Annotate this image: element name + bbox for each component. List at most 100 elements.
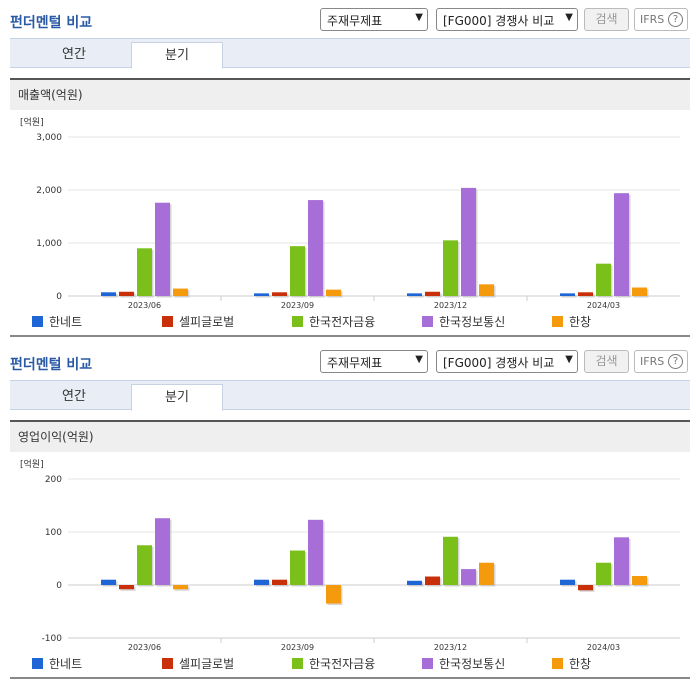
legend-item[interactable]: 셀피글로벌 <box>162 655 234 672</box>
bar <box>101 292 116 296</box>
bar <box>578 585 593 591</box>
bar <box>407 580 422 585</box>
period-tabs: 연간 분기 <box>10 38 690 69</box>
tab-quarterly[interactable]: 분기 <box>131 384 223 411</box>
bar <box>254 579 269 585</box>
legend-item[interactable]: 한국정보통신 <box>422 655 505 672</box>
statement-type-value: 주재무제표 <box>327 356 383 370</box>
bar <box>596 263 611 296</box>
bar <box>578 292 593 296</box>
bar <box>290 246 305 296</box>
legend-item[interactable]: 한네트 <box>32 313 82 330</box>
legend-swatch <box>162 658 173 669</box>
bar <box>560 293 575 296</box>
y-tick-label: 0 <box>56 581 62 591</box>
chart-legend: 한네트 셀피글로벌 한국전자금융 한국정보통신 한창 <box>0 652 696 672</box>
legend-label: 셀피글로벌 <box>179 315 235 329</box>
bar <box>119 291 134 296</box>
chevron-down-icon: ▼ <box>565 354 573 365</box>
legend-swatch <box>32 316 43 327</box>
bar-shadow <box>561 294 577 298</box>
statement-type-select[interactable]: 주재무제표 ▼ <box>320 8 428 31</box>
tab-annual[interactable]: 연간 <box>62 389 86 404</box>
legend-swatch <box>292 316 303 327</box>
legend-item[interactable]: 한국전자금융 <box>292 313 375 330</box>
y-tick-label: 100 <box>45 528 62 538</box>
legend-item[interactable]: 한창 <box>552 655 591 672</box>
y-tick-label: -100 <box>42 634 63 644</box>
x-tick-label: 2023/12 <box>434 643 467 652</box>
peer-group-select[interactable]: [FG000] 경쟁사 비교 ▼ <box>436 350 578 373</box>
bar <box>137 248 152 296</box>
legend-label: 한창 <box>569 315 592 329</box>
x-tick-label: 2024/03 <box>587 643 620 652</box>
bar <box>461 187 476 296</box>
help-icon[interactable]: ? <box>668 354 683 369</box>
bar <box>443 536 458 585</box>
statement-type-value: 주재무제표 <box>327 14 383 28</box>
legend-label: 한창 <box>569 657 592 671</box>
ifrs-button[interactable]: IFRS? <box>634 350 688 373</box>
statement-type-select[interactable]: 주재무제표 ▼ <box>320 350 428 373</box>
divider <box>10 677 690 679</box>
legend-swatch <box>292 658 303 669</box>
search-button[interactable]: 검색 <box>584 350 629 373</box>
bar <box>326 585 341 604</box>
fundamental-section-operating-profit: 펀더멘털 비교 주재무제표 ▼ [FG000] 경쟁사 비교 ▼ 검색 IFRS? … <box>0 342 696 684</box>
legend-swatch <box>32 658 43 669</box>
chart-legend: 한네트 셀피글로벌 한국전자금융 한국정보통신 한창 <box>0 310 696 330</box>
bar <box>560 579 575 585</box>
legend-label: 한국전자금융 <box>309 657 376 671</box>
tab-annual[interactable]: 연간 <box>62 47 86 62</box>
bar <box>479 284 494 296</box>
ifrs-button[interactable]: IFRS? <box>634 8 688 31</box>
y-tick-label: 200 <box>45 475 62 485</box>
help-icon[interactable]: ? <box>668 12 683 27</box>
legend-item[interactable]: 셀피글로벌 <box>162 313 234 330</box>
tab-quarterly[interactable]: 분기 <box>131 42 223 69</box>
bar <box>614 193 629 296</box>
bar <box>155 518 170 585</box>
legend-item[interactable]: 한네트 <box>32 655 82 672</box>
bar <box>596 562 611 585</box>
legend-swatch <box>422 658 433 669</box>
operating-profit-bar-chart: [억원]200 100 0 -100 2023/06 2023/09 2023/12 2024… <box>20 458 680 652</box>
period-tabs: 연간 분기 <box>10 380 690 411</box>
bar <box>632 287 647 296</box>
bar-shadow <box>408 294 424 298</box>
bar <box>407 293 422 296</box>
bar <box>272 292 287 296</box>
bar <box>137 545 152 585</box>
peer-group-value: [FG000] 경쟁사 비교 <box>443 14 555 28</box>
legend-label: 한네트 <box>49 315 83 329</box>
bar <box>308 519 323 585</box>
legend-item[interactable]: 한창 <box>552 313 591 330</box>
legend-item[interactable]: 한국전자금융 <box>292 655 375 672</box>
legend-label: 한국전자금융 <box>309 315 376 329</box>
ifrs-label: IFRS <box>640 355 665 368</box>
x-tick-label: 2023/09 <box>281 301 314 310</box>
bar <box>425 291 440 296</box>
chevron-down-icon: ▼ <box>565 12 573 23</box>
bar <box>461 569 476 585</box>
fundamental-section-revenue: 펀더멘털 비교 주재무제표 ▼ [FG000] 경쟁사 비교 ▼ 검색 IFRS? … <box>0 8 696 337</box>
legend-item[interactable]: 한국정보통신 <box>422 313 505 330</box>
x-tick-label: 2023/09 <box>281 643 314 652</box>
bar <box>290 550 305 585</box>
bar <box>425 576 440 585</box>
x-tick-label: 2023/06 <box>128 301 161 310</box>
revenue-bar-chart: [억원] 3,000 2,000 1,000 0 2023/06 2023/09 2023/1… <box>20 116 680 310</box>
peer-group-select[interactable]: [FG000] 경쟁사 비교 ▼ <box>436 8 578 31</box>
chevron-down-icon: ▼ <box>415 12 423 23</box>
bar <box>173 585 188 590</box>
y-tick-label: 3,000 <box>36 133 62 143</box>
bar-shadow <box>255 294 271 298</box>
x-tick-label: 2023/06 <box>128 643 161 652</box>
search-button[interactable]: 검색 <box>584 8 629 31</box>
divider <box>10 335 690 337</box>
bar <box>272 579 287 585</box>
ifrs-label: IFRS <box>640 13 665 26</box>
section-title: 펀더멘털 비교 <box>10 15 93 31</box>
chart-subtitle: 영업이익(억원) <box>10 420 690 452</box>
bar <box>308 200 323 296</box>
